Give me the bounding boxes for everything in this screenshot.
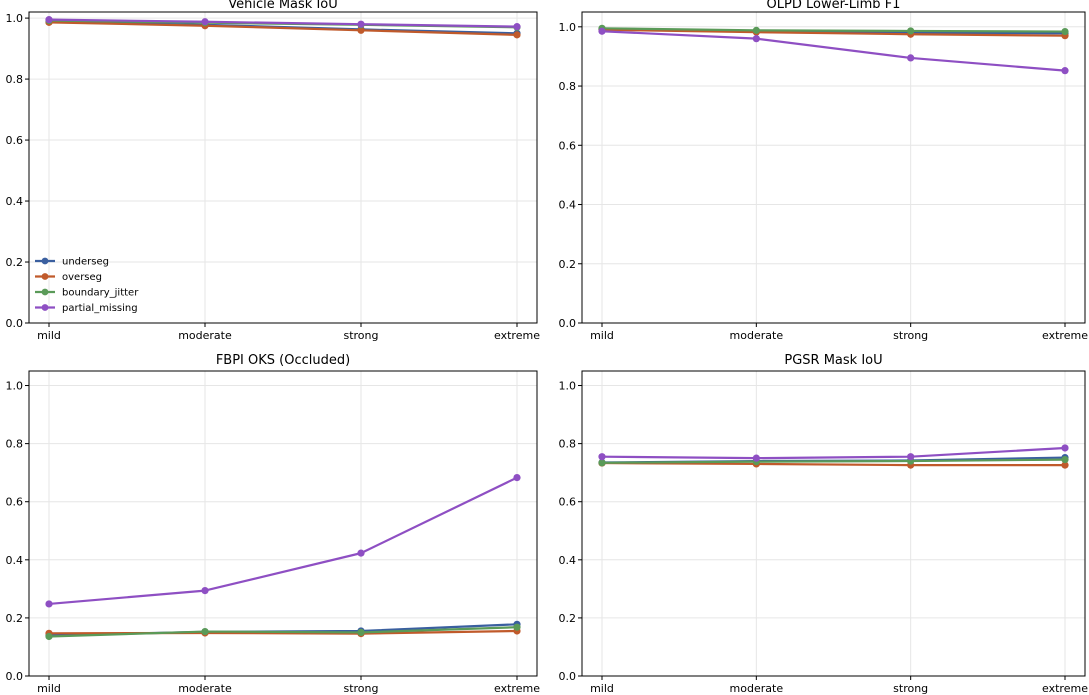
legend-marker-partial_missing [41, 304, 49, 311]
data-point-boundary_jitter [598, 459, 606, 467]
chart-title: Vehicle Mask IoU [228, 0, 338, 12]
x-tick-label: mild [37, 682, 61, 695]
y-tick-label: 0.0 [559, 317, 577, 330]
x-tick-label: extreme [494, 329, 540, 342]
data-point-partial_missing [1061, 67, 1069, 75]
data-point-partial_missing [907, 453, 915, 461]
x-tick-label: extreme [1042, 682, 1088, 695]
series-line-partial_missing [48, 476, 518, 606]
data-point-partial_missing [45, 600, 53, 608]
y-tick-label: 0.8 [559, 438, 577, 451]
y-tick-label: 0.8 [6, 438, 24, 451]
x-tick-label: extreme [494, 682, 540, 695]
plot-frame [28, 11, 538, 324]
y-tick-label: 0.6 [6, 134, 24, 147]
data-point-partial_missing [598, 453, 606, 461]
x-tick-label: mild [590, 329, 614, 342]
data-point-overseg [357, 26, 365, 34]
x-tick-label: extreme [1042, 329, 1088, 342]
series-line-boundary_jitter [601, 27, 1066, 33]
data-point-boundary_jitter [357, 628, 365, 637]
y-tick-label: 1.0 [6, 380, 24, 393]
y-tick-label: 0.6 [559, 139, 577, 152]
y-tick-label: 0.6 [559, 496, 577, 509]
chart-title: OLPD Lower-Limb F1 [767, 0, 901, 12]
legend-label-underseg: underseg [62, 257, 109, 268]
y-tick-label: 1.0 [559, 380, 577, 393]
chart-panel-1: Vehicle Mask IoU 0.0 0.2 0.4 0.6 0.8 1.0 mild mo… [6, 0, 541, 342]
data-point-partial_missing [45, 16, 53, 24]
data-point-partial_missing [201, 587, 209, 595]
y-tick-label: 1.0 [559, 21, 577, 34]
data-point-partial_missing [201, 18, 209, 26]
data-point-partial_missing [357, 549, 365, 557]
y-tick-label: 0.2 [6, 256, 24, 269]
x-tick-label: moderate [178, 329, 232, 342]
series-line-overseg [601, 28, 1066, 37]
data-point-boundary_jitter [513, 623, 521, 631]
legend-label-overseg: overseg [62, 272, 102, 283]
plot-frame [581, 11, 1086, 324]
series-line-overseg [48, 21, 518, 36]
data-point-partial_missing [598, 27, 606, 35]
y-tick-label: 0.0 [559, 670, 577, 683]
y-tick-label: 0.2 [6, 612, 24, 625]
legend-label-boundary_jitter: boundary_jitter [62, 288, 139, 299]
data-point-boundary_jitter [45, 632, 53, 641]
y-tick-label: 1.0 [6, 12, 24, 25]
chart-title: PGSR Mask IoU [784, 353, 882, 368]
data-point-partial_missing [357, 20, 365, 28]
data-point-partial_missing [513, 23, 521, 31]
chart-panel-4: PGSR Mask IoU 0.0 0.2 0.4 0.6 0.8 1.0 mild moder… [559, 353, 1089, 695]
data-point-boundary_jitter [752, 26, 760, 34]
legend-marker-overseg [41, 273, 49, 280]
series-line-partial_missing [48, 18, 518, 28]
series-line-boundary_jitter [48, 626, 518, 638]
y-tick-label: 0.2 [559, 258, 577, 271]
y-tick-label: 0.6 [6, 496, 24, 509]
data-point-boundary_jitter [201, 627, 209, 636]
series-line-partial_missing [601, 446, 1066, 460]
y-tick-label: 0.0 [6, 670, 24, 683]
series-line-partial_missing [601, 30, 1066, 72]
y-tick-label: 0.8 [559, 80, 577, 93]
plot-frame [581, 370, 1086, 677]
x-tick-label: mild [590, 682, 614, 695]
y-tick-label: 0.4 [6, 195, 24, 208]
data-point-partial_missing [513, 474, 521, 482]
data-point-overseg [1061, 461, 1069, 469]
legend-marker-boundary_jitter [41, 288, 49, 296]
chart-panel-2: OLPD Lower-Limb F1 0.0 0.2 0.4 0.6 0.8 1.0 mild… [559, 0, 1089, 342]
data-point-partial_missing [907, 54, 915, 62]
data-point-partial_missing [752, 454, 760, 462]
x-tick-label: moderate [730, 329, 784, 342]
chart-title: FBPI OKS (Occluded) [216, 353, 350, 368]
y-tick-label: 0.0 [6, 317, 24, 330]
y-tick-label: 0.2 [559, 612, 577, 625]
y-tick-label: 0.4 [6, 554, 24, 567]
plot-frame [28, 370, 538, 677]
data-point-boundary_jitter [1061, 27, 1069, 36]
data-point-partial_missing [1061, 444, 1069, 452]
series-line-boundary_jitter [601, 458, 1066, 464]
data-point-boundary_jitter [1061, 455, 1069, 464]
x-tick-label: strong [893, 329, 928, 342]
y-tick-label: 0.4 [559, 554, 577, 567]
legend-label-partial_missing: partial_missing [62, 303, 138, 314]
data-point-boundary_jitter [907, 27, 915, 35]
x-tick-label: mild [37, 329, 61, 342]
x-tick-label: strong [343, 329, 378, 342]
data-point-partial_missing [752, 35, 760, 43]
x-tick-label: strong [893, 682, 928, 695]
series-line-overseg [601, 461, 1065, 467]
chart-panel-3: FBPI OKS (Occluded) 0.0 0.2 0.4 0.6 0.8 1.0 mil… [6, 353, 541, 695]
data-point-overseg [513, 31, 521, 39]
x-tick-label: moderate [178, 682, 232, 695]
y-tick-label: 0.8 [6, 73, 24, 86]
legend-marker-underseg [41, 257, 49, 265]
x-tick-label: moderate [730, 682, 784, 695]
x-tick-label: strong [343, 682, 378, 695]
y-tick-label: 0.4 [559, 199, 577, 212]
